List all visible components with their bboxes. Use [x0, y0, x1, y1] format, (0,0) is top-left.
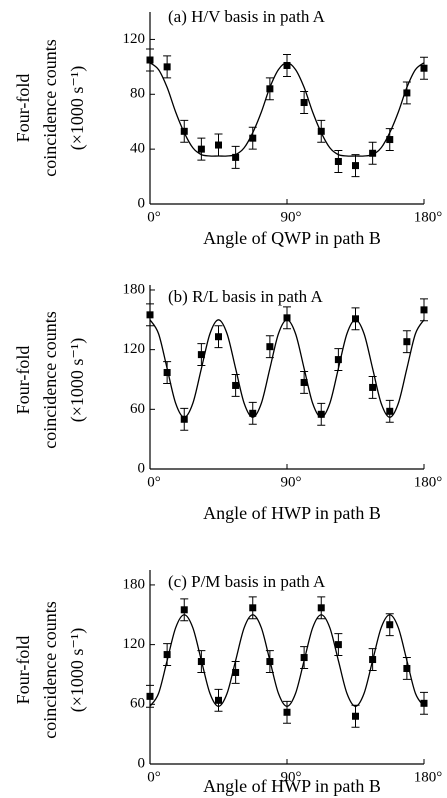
data-point	[369, 149, 377, 157]
data-point	[420, 306, 428, 314]
data-point	[317, 604, 325, 612]
panel-title: (a) H/V basis in path A	[168, 7, 326, 26]
fit-curve	[149, 319, 425, 418]
y-tick-label: 120	[123, 31, 146, 47]
data-point	[232, 381, 240, 389]
data-point	[403, 89, 411, 97]
data-point	[300, 654, 308, 662]
y-tick-label: 60	[130, 696, 145, 712]
data-point	[266, 85, 274, 93]
y-tick-label: 120	[123, 636, 146, 652]
data-point	[163, 63, 171, 71]
x-tick-label: 90°	[281, 209, 302, 225]
panel-title: (b) R/L basis in path A	[168, 287, 323, 306]
data-point	[352, 315, 359, 323]
y-tick-label: 180	[123, 576, 146, 592]
x-tick-label: 90°	[281, 769, 302, 785]
data-point	[180, 606, 188, 614]
data-point	[386, 136, 394, 144]
data-point	[334, 157, 342, 165]
y-axis-label: (×1000 s⁻¹)	[67, 66, 88, 151]
data-point	[146, 311, 154, 319]
data-point	[163, 651, 171, 659]
data-point	[369, 383, 377, 391]
fit-curve	[149, 614, 425, 707]
data-point	[317, 127, 325, 135]
data-point	[197, 351, 205, 359]
y-axis-label: Four-fold	[13, 636, 33, 705]
x-tick-label: 0°	[147, 474, 161, 490]
y-axis-label: (×1000 s⁻¹)	[67, 628, 88, 713]
data-point	[369, 656, 377, 664]
data-point	[266, 658, 274, 666]
y-tick-label: 0	[138, 755, 146, 771]
data-point	[283, 61, 291, 69]
data-point	[197, 658, 205, 666]
y-tick-label: 0	[138, 195, 146, 211]
x-axis-label: Angle of QWP in path B	[203, 228, 381, 248]
x-tick-label: 180°	[414, 769, 443, 785]
data-point	[386, 621, 394, 629]
data-point	[180, 127, 188, 135]
data-point	[420, 699, 428, 707]
y-tick-label: 120	[123, 341, 146, 357]
data-point	[300, 378, 308, 386]
data-point	[197, 145, 205, 153]
data-point	[146, 56, 154, 64]
data-point	[232, 668, 240, 676]
y-axis-label: Four-fold	[13, 74, 33, 143]
x-axis-label: Angle of HWP in path B	[203, 503, 381, 523]
data-point	[232, 153, 240, 161]
x-tick-label: 0°	[147, 769, 161, 785]
data-point	[180, 415, 188, 423]
data-point	[249, 409, 257, 417]
y-tick-label: 180	[123, 281, 146, 297]
x-axis-label: Angle of HWP in path B	[203, 776, 381, 796]
data-point	[334, 356, 342, 364]
data-point	[266, 343, 274, 351]
x-tick-label: 0°	[147, 209, 161, 225]
data-point	[334, 641, 342, 649]
y-tick-label: 0	[138, 460, 146, 476]
data-point	[317, 410, 325, 418]
data-point	[403, 338, 411, 346]
data-point	[163, 369, 171, 377]
y-axis-label: (×1000 s⁻¹)	[67, 338, 88, 423]
x-tick-label: 180°	[414, 474, 443, 490]
data-point	[146, 692, 154, 700]
data-point	[283, 314, 291, 322]
data-point	[352, 712, 359, 720]
y-axis-label: coincidence counts	[40, 601, 60, 738]
y-tick-label: 60	[130, 401, 145, 417]
data-point	[215, 141, 222, 149]
data-point	[386, 407, 394, 415]
y-axis-label: Four-fold	[13, 346, 33, 415]
data-point	[420, 64, 428, 72]
y-tick-label: 40	[130, 141, 145, 157]
y-tick-label: 80	[130, 86, 145, 102]
data-point	[249, 604, 257, 612]
data-point	[215, 696, 222, 704]
data-point	[403, 664, 411, 672]
data-point	[352, 162, 359, 170]
y-axis-label: coincidence counts	[40, 39, 60, 176]
data-point	[249, 134, 257, 142]
data-point	[215, 333, 222, 341]
x-tick-label: 180°	[414, 209, 443, 225]
y-axis-label: coincidence counts	[40, 311, 60, 448]
x-tick-label: 90°	[281, 474, 302, 490]
data-point	[283, 708, 291, 716]
data-point	[300, 99, 308, 107]
panel-title: (c) P/M basis in path A	[168, 572, 326, 591]
